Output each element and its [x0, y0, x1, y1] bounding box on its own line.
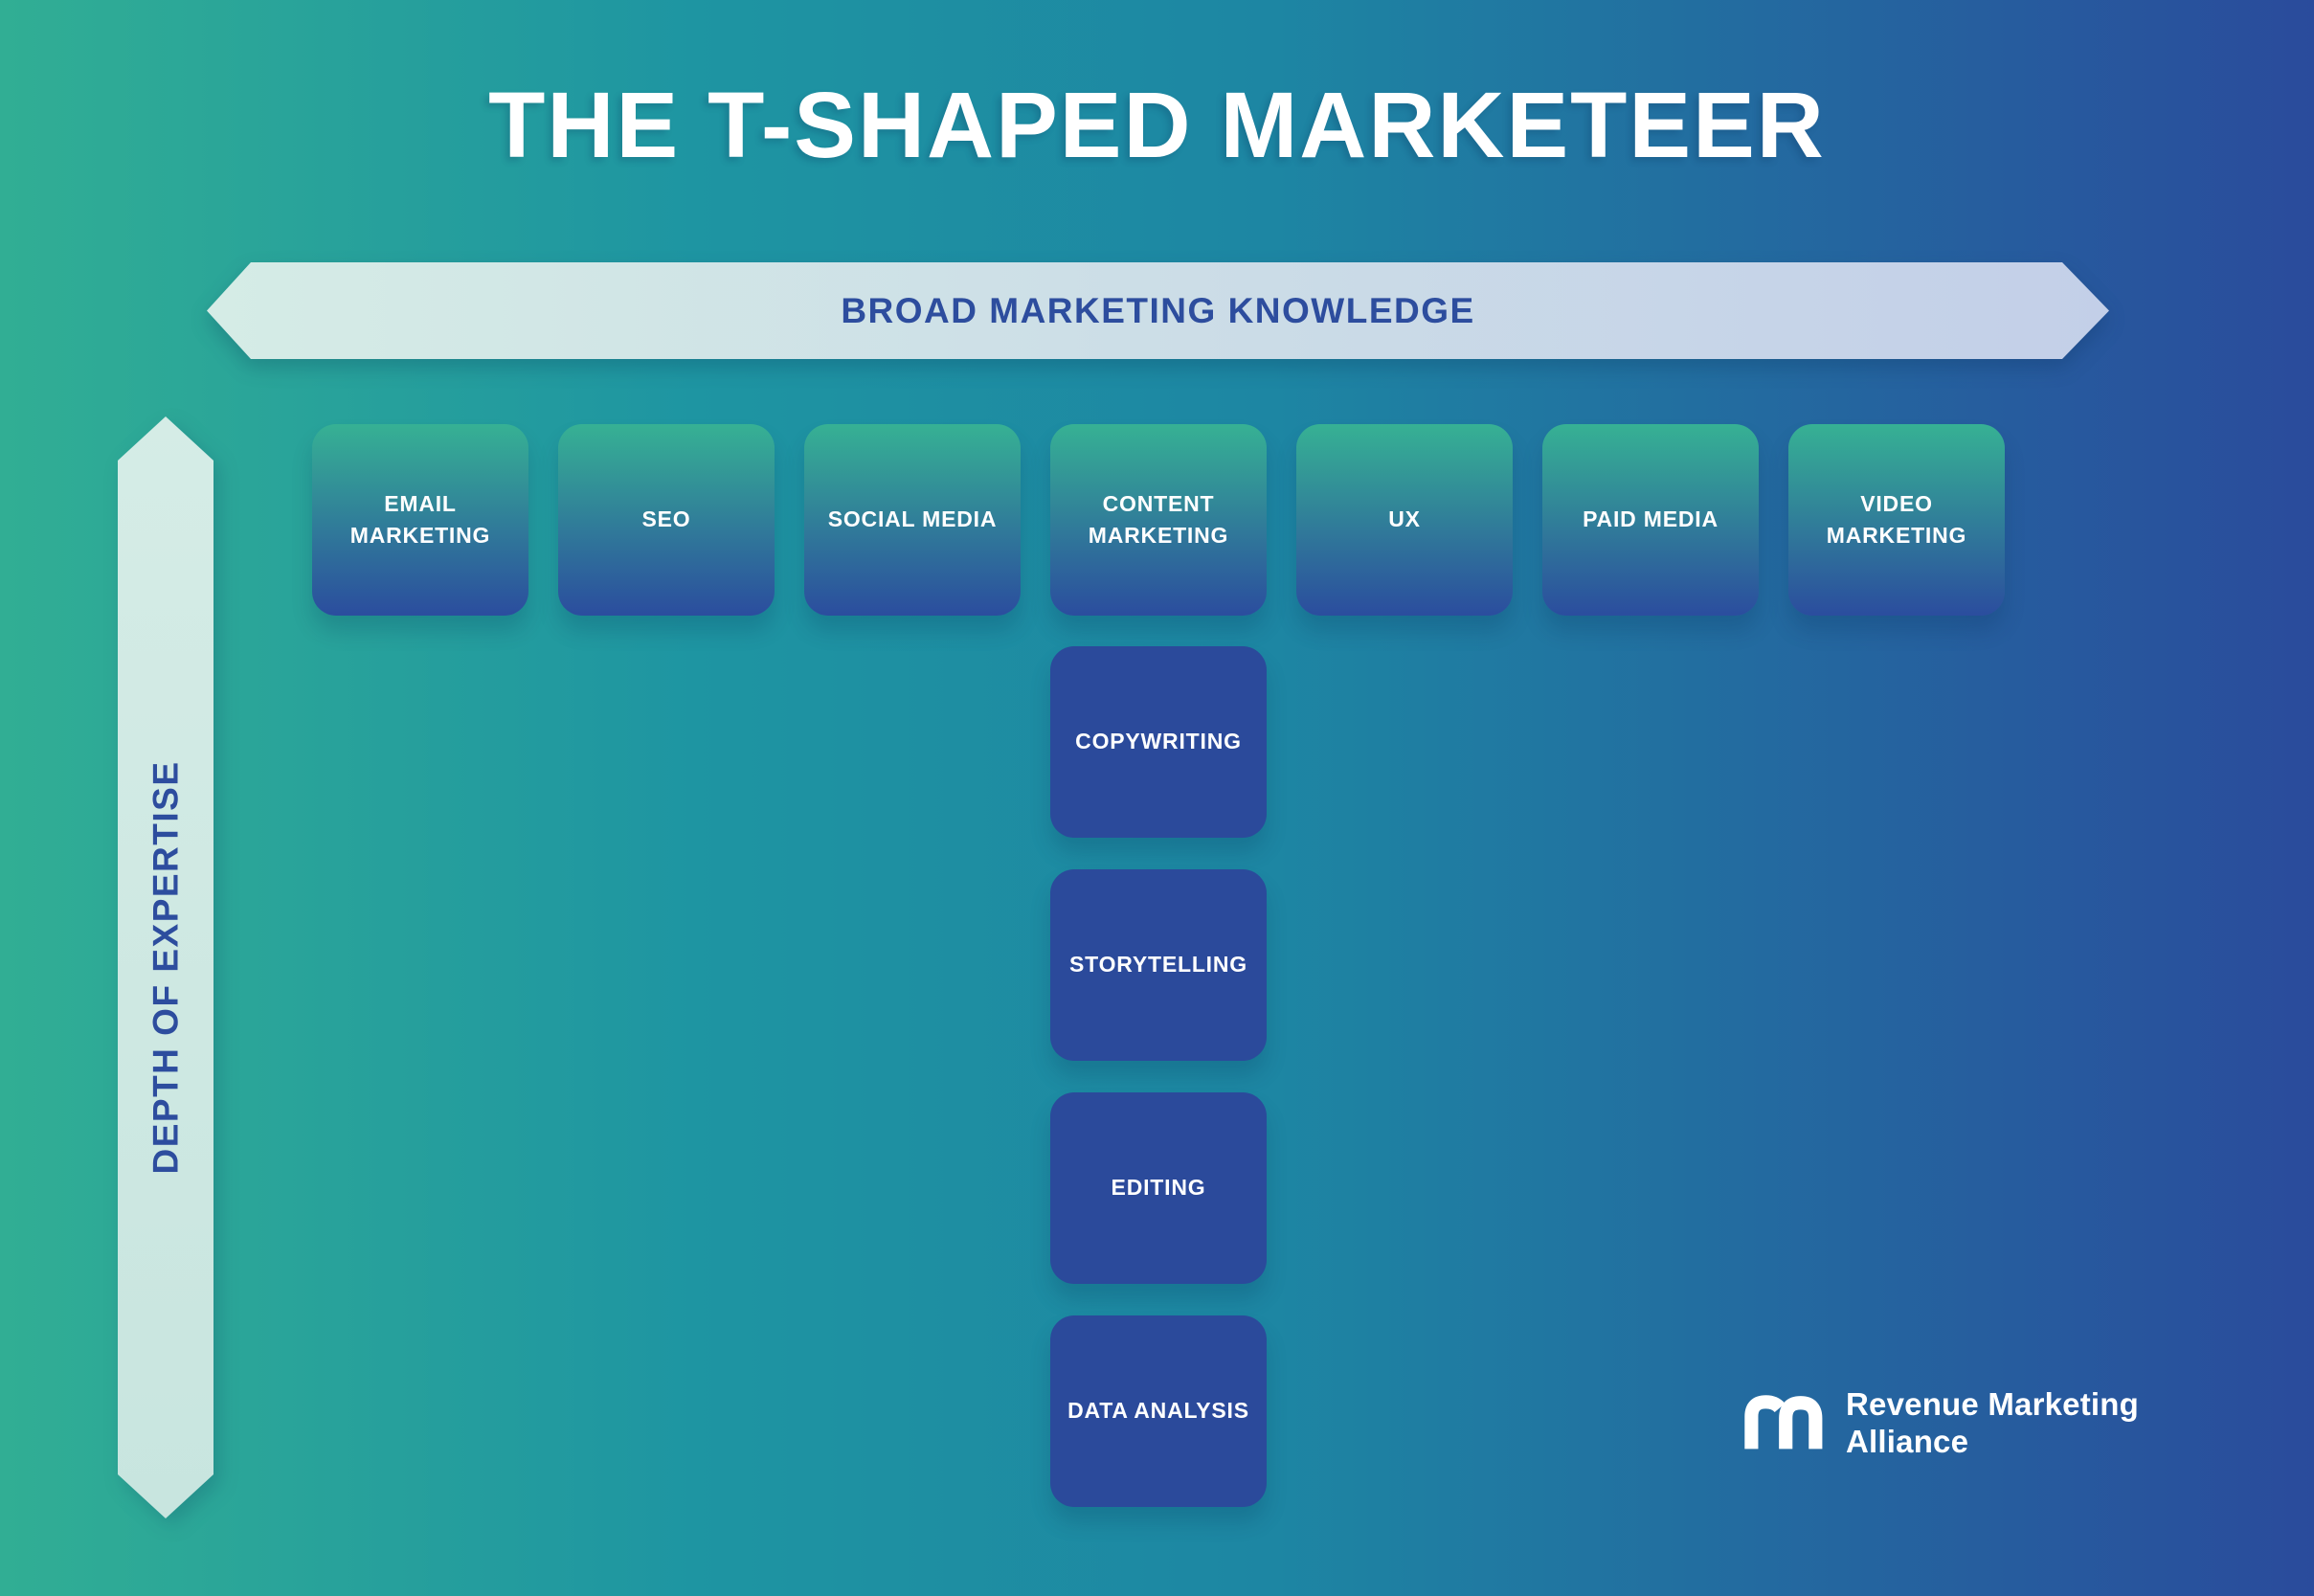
page-title: THE T-SHAPED MARKETEER	[488, 73, 1826, 177]
rn-monogram-icon	[1744, 1395, 1823, 1450]
logo-wordmark: Revenue Marketing Alliance	[1846, 1385, 2139, 1460]
skill-box-email-marketing: EMAIL MARKETING	[312, 424, 528, 616]
skill-label: SEO	[641, 506, 691, 532]
skill-box-seo: SEO	[558, 424, 775, 616]
skill-box-storytelling: STORYTELLING	[1050, 869, 1267, 1061]
broad-marketing-knowledge-arrow: BROAD MARKETING KNOWLEDGE	[207, 262, 2109, 359]
depth-of-expertise-arrow: DEPTH OF EXPERTISE	[118, 416, 213, 1518]
logo-line2: Alliance	[1846, 1424, 1969, 1459]
deep-skills-column: COPYWRITING STORYTELLING EDITING DATA ANALY…	[1050, 646, 1267, 1507]
skill-label: DATA ANALYSIS	[1067, 1398, 1249, 1424]
vertical-axis-label: DEPTH OF EXPERTISE	[146, 760, 185, 1175]
skill-label: CONTENT MARKETING	[1088, 490, 1229, 548]
skill-label: VIDEO MARKETING	[1826, 490, 1967, 548]
skill-label: STORYTELLING	[1069, 952, 1247, 978]
logo-line1: Revenue Marketing	[1846, 1386, 2139, 1422]
skill-box-copywriting: COPYWRITING	[1050, 646, 1267, 838]
skill-box-ux: UX	[1296, 424, 1513, 616]
skill-box-editing: EDITING	[1050, 1092, 1267, 1284]
skill-box-content-marketing: CONTENT MARKETING	[1050, 424, 1267, 616]
skill-label: UX	[1388, 506, 1421, 532]
skill-box-video-marketing: VIDEO MARKETING	[1788, 424, 2005, 616]
skill-box-paid-media: PAID MEDIA	[1542, 424, 1759, 616]
skill-label: EMAIL MARKETING	[349, 490, 491, 548]
skill-label: COPYWRITING	[1075, 729, 1242, 754]
skill-label: SOCIAL MEDIA	[827, 506, 998, 532]
broad-skills-row: EMAIL MARKETING SEO SOCIAL MEDIA CONTENT MA…	[312, 424, 2005, 616]
horizontal-arrow-shape	[207, 262, 2109, 359]
revenue-marketing-alliance-logo: Revenue Marketing Alliance	[1736, 1385, 2139, 1460]
skill-label: EDITING	[1111, 1175, 1206, 1201]
skill-box-data-analysis: DATA ANALYSIS	[1050, 1315, 1267, 1507]
skill-box-social-media: SOCIAL MEDIA	[804, 424, 1021, 616]
vertical-arrow-shape	[118, 416, 213, 1518]
horizontal-axis-label: BROAD MARKETING KNOWLEDGE	[841, 290, 1475, 330]
skill-label: PAID MEDIA	[1583, 506, 1719, 532]
